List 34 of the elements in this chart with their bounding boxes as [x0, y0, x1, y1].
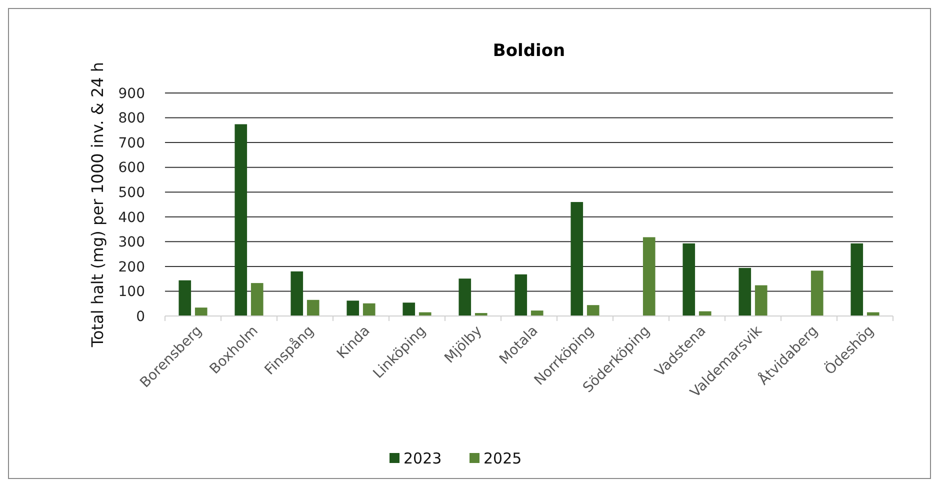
bar	[402, 302, 416, 316]
bar	[346, 300, 360, 316]
y-tick-label: 800	[118, 110, 145, 127]
bar	[362, 303, 376, 316]
y-tick-label: 300	[118, 234, 145, 251]
bar	[754, 285, 768, 316]
bar	[234, 124, 248, 316]
y-tick-label: 900	[118, 86, 145, 102]
bar	[642, 237, 656, 316]
bar	[306, 300, 320, 316]
bar	[250, 283, 264, 316]
chart-title: Boldion	[492, 41, 566, 61]
bar	[194, 308, 208, 316]
y-tick-label: 600	[118, 160, 145, 176]
y-tick-label: 400	[118, 210, 145, 226]
bar	[810, 270, 824, 316]
y-axis-title: Total halt (mg) per 1000 inv. & 24 h	[88, 62, 107, 348]
bar	[738, 268, 752, 316]
bar	[514, 274, 528, 316]
bar	[530, 310, 544, 316]
bar	[178, 280, 192, 316]
y-tick-label: 700	[118, 135, 145, 152]
bar	[570, 202, 584, 316]
bar	[290, 271, 304, 316]
y-tick-label: 500	[118, 185, 145, 202]
y-tick-label: 0	[136, 308, 145, 325]
legend-label: 2025	[484, 449, 522, 468]
bar	[682, 243, 696, 316]
legend-label: 2023	[404, 449, 442, 468]
bar	[458, 278, 472, 316]
y-tick-label: 200	[118, 259, 145, 276]
bar	[850, 243, 864, 316]
bar	[586, 305, 600, 316]
y-tick-label: 100	[118, 284, 145, 300]
